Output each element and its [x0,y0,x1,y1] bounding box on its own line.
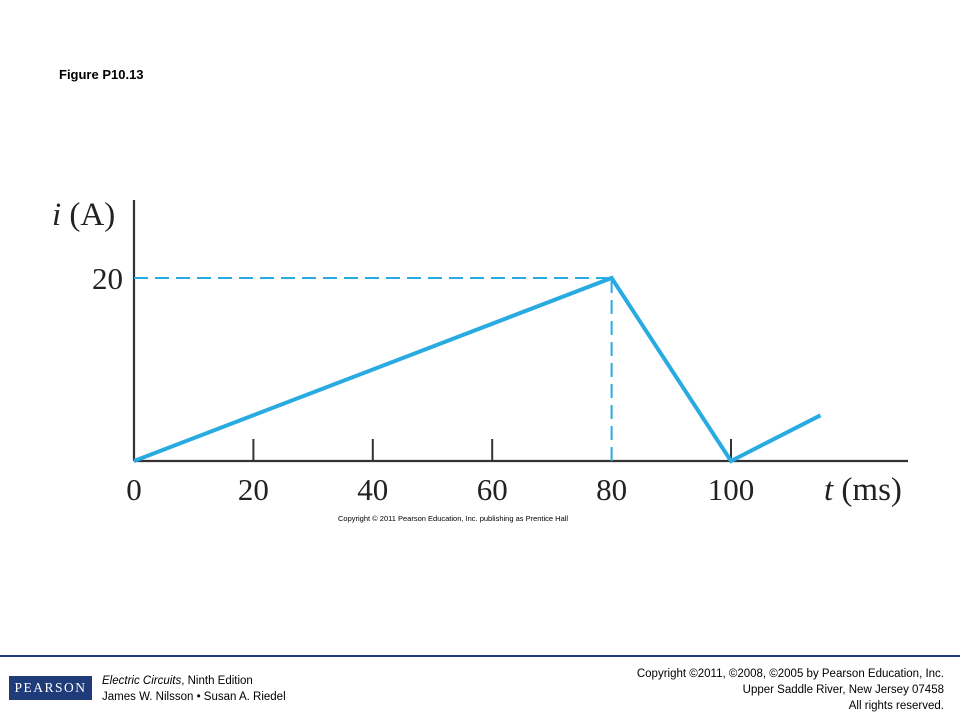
book-title: Electric Circuits [102,675,182,687]
footer-divider [0,655,960,657]
current-waveform-chart: 0 20 40 60 80 100 20 i (A) t (ms) [52,197,908,508]
figure-title: Figure P10.13 [59,67,144,82]
x-tick-label: 20 [238,472,269,507]
x-tick-label: 0 [126,472,142,507]
chart-copyright-note: Copyright © 2011 Pearson Education, Inc.… [338,514,569,523]
y-tick-label: 20 [92,261,123,296]
copyright-line-1: Copyright ©2011, ©2008, ©2005 by Pearson… [636,668,944,680]
book-edition: , Ninth Edition [181,675,253,687]
x-axis-label: t (ms) [824,472,902,508]
book-info: Electric Circuits, Ninth Edition James W… [102,673,286,705]
current-waveform-line [133,275,822,464]
copyright-block: Copyright ©2011, ©2008, ©2005 by Pearson… [637,666,944,714]
x-tick-label: 100 [708,472,755,507]
copyright-line-3: All rights reserved. [848,700,944,712]
copyright-line-2: Upper Saddle River, New Jersey 07458 [742,684,944,696]
x-tick-label: 40 [357,472,388,507]
pearson-logo: PEARSON [9,676,92,700]
x-tick-label: 80 [596,472,627,507]
y-axis-label: i (A) [52,197,115,233]
book-authors: James W. Nilsson • Susan A. Riedel [102,691,286,703]
book-title-line: Electric Circuits, Ninth Edition [102,673,286,689]
x-tick-label: 60 [477,472,508,507]
